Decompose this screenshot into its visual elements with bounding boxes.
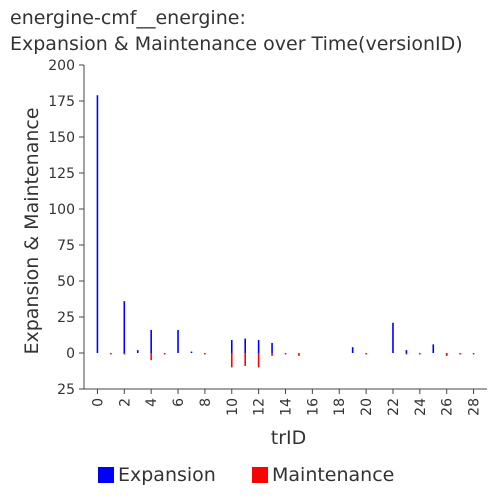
- x-tick-label-8: 8: [198, 398, 214, 407]
- x-tick-label-14: 14: [279, 398, 295, 416]
- expansion-bar-19: [351, 347, 354, 353]
- maintenance-bar-10: [230, 353, 233, 368]
- x-tick-label-28: 28: [467, 398, 483, 416]
- x-tick-label-18: 18: [332, 398, 348, 416]
- maintenance-bar-11: [244, 353, 246, 366]
- x-tick-label-10: 10: [225, 398, 241, 416]
- chart-title-line-1: energine-cmf__energine:: [10, 7, 246, 29]
- maintenance-bar-24: [419, 353, 421, 355]
- x-tick-label-24: 24: [413, 398, 429, 416]
- x-axis-label: trID: [271, 427, 307, 449]
- expansion-bar-3: [136, 350, 139, 353]
- legend-label-expansion: Expansion: [118, 464, 216, 486]
- y-tick-label-150: 150: [48, 130, 75, 146]
- expansion-bar-11: [244, 338, 246, 353]
- y-tick-label-50: 50: [57, 274, 75, 290]
- expansion-bar-22: [392, 322, 394, 353]
- maintenance-bar-20: [365, 353, 367, 355]
- maintenance-bar-14: [284, 353, 287, 355]
- y-axis-label: Expansion & Maintenance: [21, 107, 43, 354]
- expansion-bar-4: [150, 329, 152, 353]
- chart-title-line-2: Expansion & Maintenance over Time(versio…: [10, 33, 463, 55]
- y-tick-label-125: 125: [48, 166, 75, 182]
- x-tick-label-12: 12: [252, 398, 268, 416]
- maintenance-bar-8: [204, 353, 206, 355]
- legend-swatch-expansion: [98, 467, 114, 483]
- x-tick-label-6: 6: [171, 398, 187, 407]
- expansion-bar-12: [257, 340, 260, 353]
- x-tick-label-16: 16: [305, 398, 321, 416]
- maintenance-bar-23: [405, 353, 408, 355]
- expansion-bar-0: [96, 95, 99, 354]
- expansion-bar-2: [123, 301, 126, 353]
- maintenance-bar-28: [472, 353, 475, 355]
- maintenance-bar-4: [150, 353, 152, 361]
- maintenance-bar-13: [271, 353, 273, 356]
- maintenance-bar-12: [257, 353, 260, 368]
- legend-item-expansion[interactable]: Expansion: [98, 464, 216, 486]
- expansion-bar-23: [405, 350, 408, 353]
- x-tick-label-0: 0: [90, 398, 106, 407]
- maintenance-bar-27: [459, 353, 461, 355]
- y-tick-label-0: 0: [66, 346, 75, 362]
- maintenance-bar-15: [298, 353, 300, 356]
- expansion-bar-10: [230, 340, 233, 353]
- expansion-bar-6: [177, 329, 179, 353]
- y-tick-label-25: 25: [57, 310, 75, 326]
- maintenance-bar-2: [123, 353, 126, 355]
- x-tick-label-4: 4: [144, 398, 160, 407]
- maintenance-bar-1: [110, 353, 112, 355]
- maintenance-bar-5: [163, 353, 166, 355]
- x-tick-label-22: 22: [386, 398, 402, 416]
- legend-swatch-maintenance: [252, 467, 268, 483]
- expansion-bar-7: [190, 351, 193, 353]
- x-tick-label-26: 26: [440, 398, 456, 416]
- x-tick-label-20: 20: [359, 398, 375, 416]
- y-tick-label-100: 100: [48, 202, 75, 218]
- y-tick-label-200: 200: [48, 58, 75, 74]
- expansion-bar-25: [432, 344, 435, 353]
- y-tick-label-175: 175: [48, 94, 75, 110]
- legend: Expansion Maintenance: [0, 464, 500, 490]
- legend-label-maintenance: Maintenance: [272, 464, 395, 486]
- legend-item-maintenance[interactable]: Maintenance: [252, 464, 394, 486]
- x-tick-label-2: 2: [117, 398, 133, 407]
- maintenance-bar-26: [445, 353, 448, 356]
- y-tick-label--25: 25: [57, 382, 75, 398]
- expansion-bar-13: [271, 342, 273, 353]
- y-tick-label-75: 75: [57, 238, 75, 254]
